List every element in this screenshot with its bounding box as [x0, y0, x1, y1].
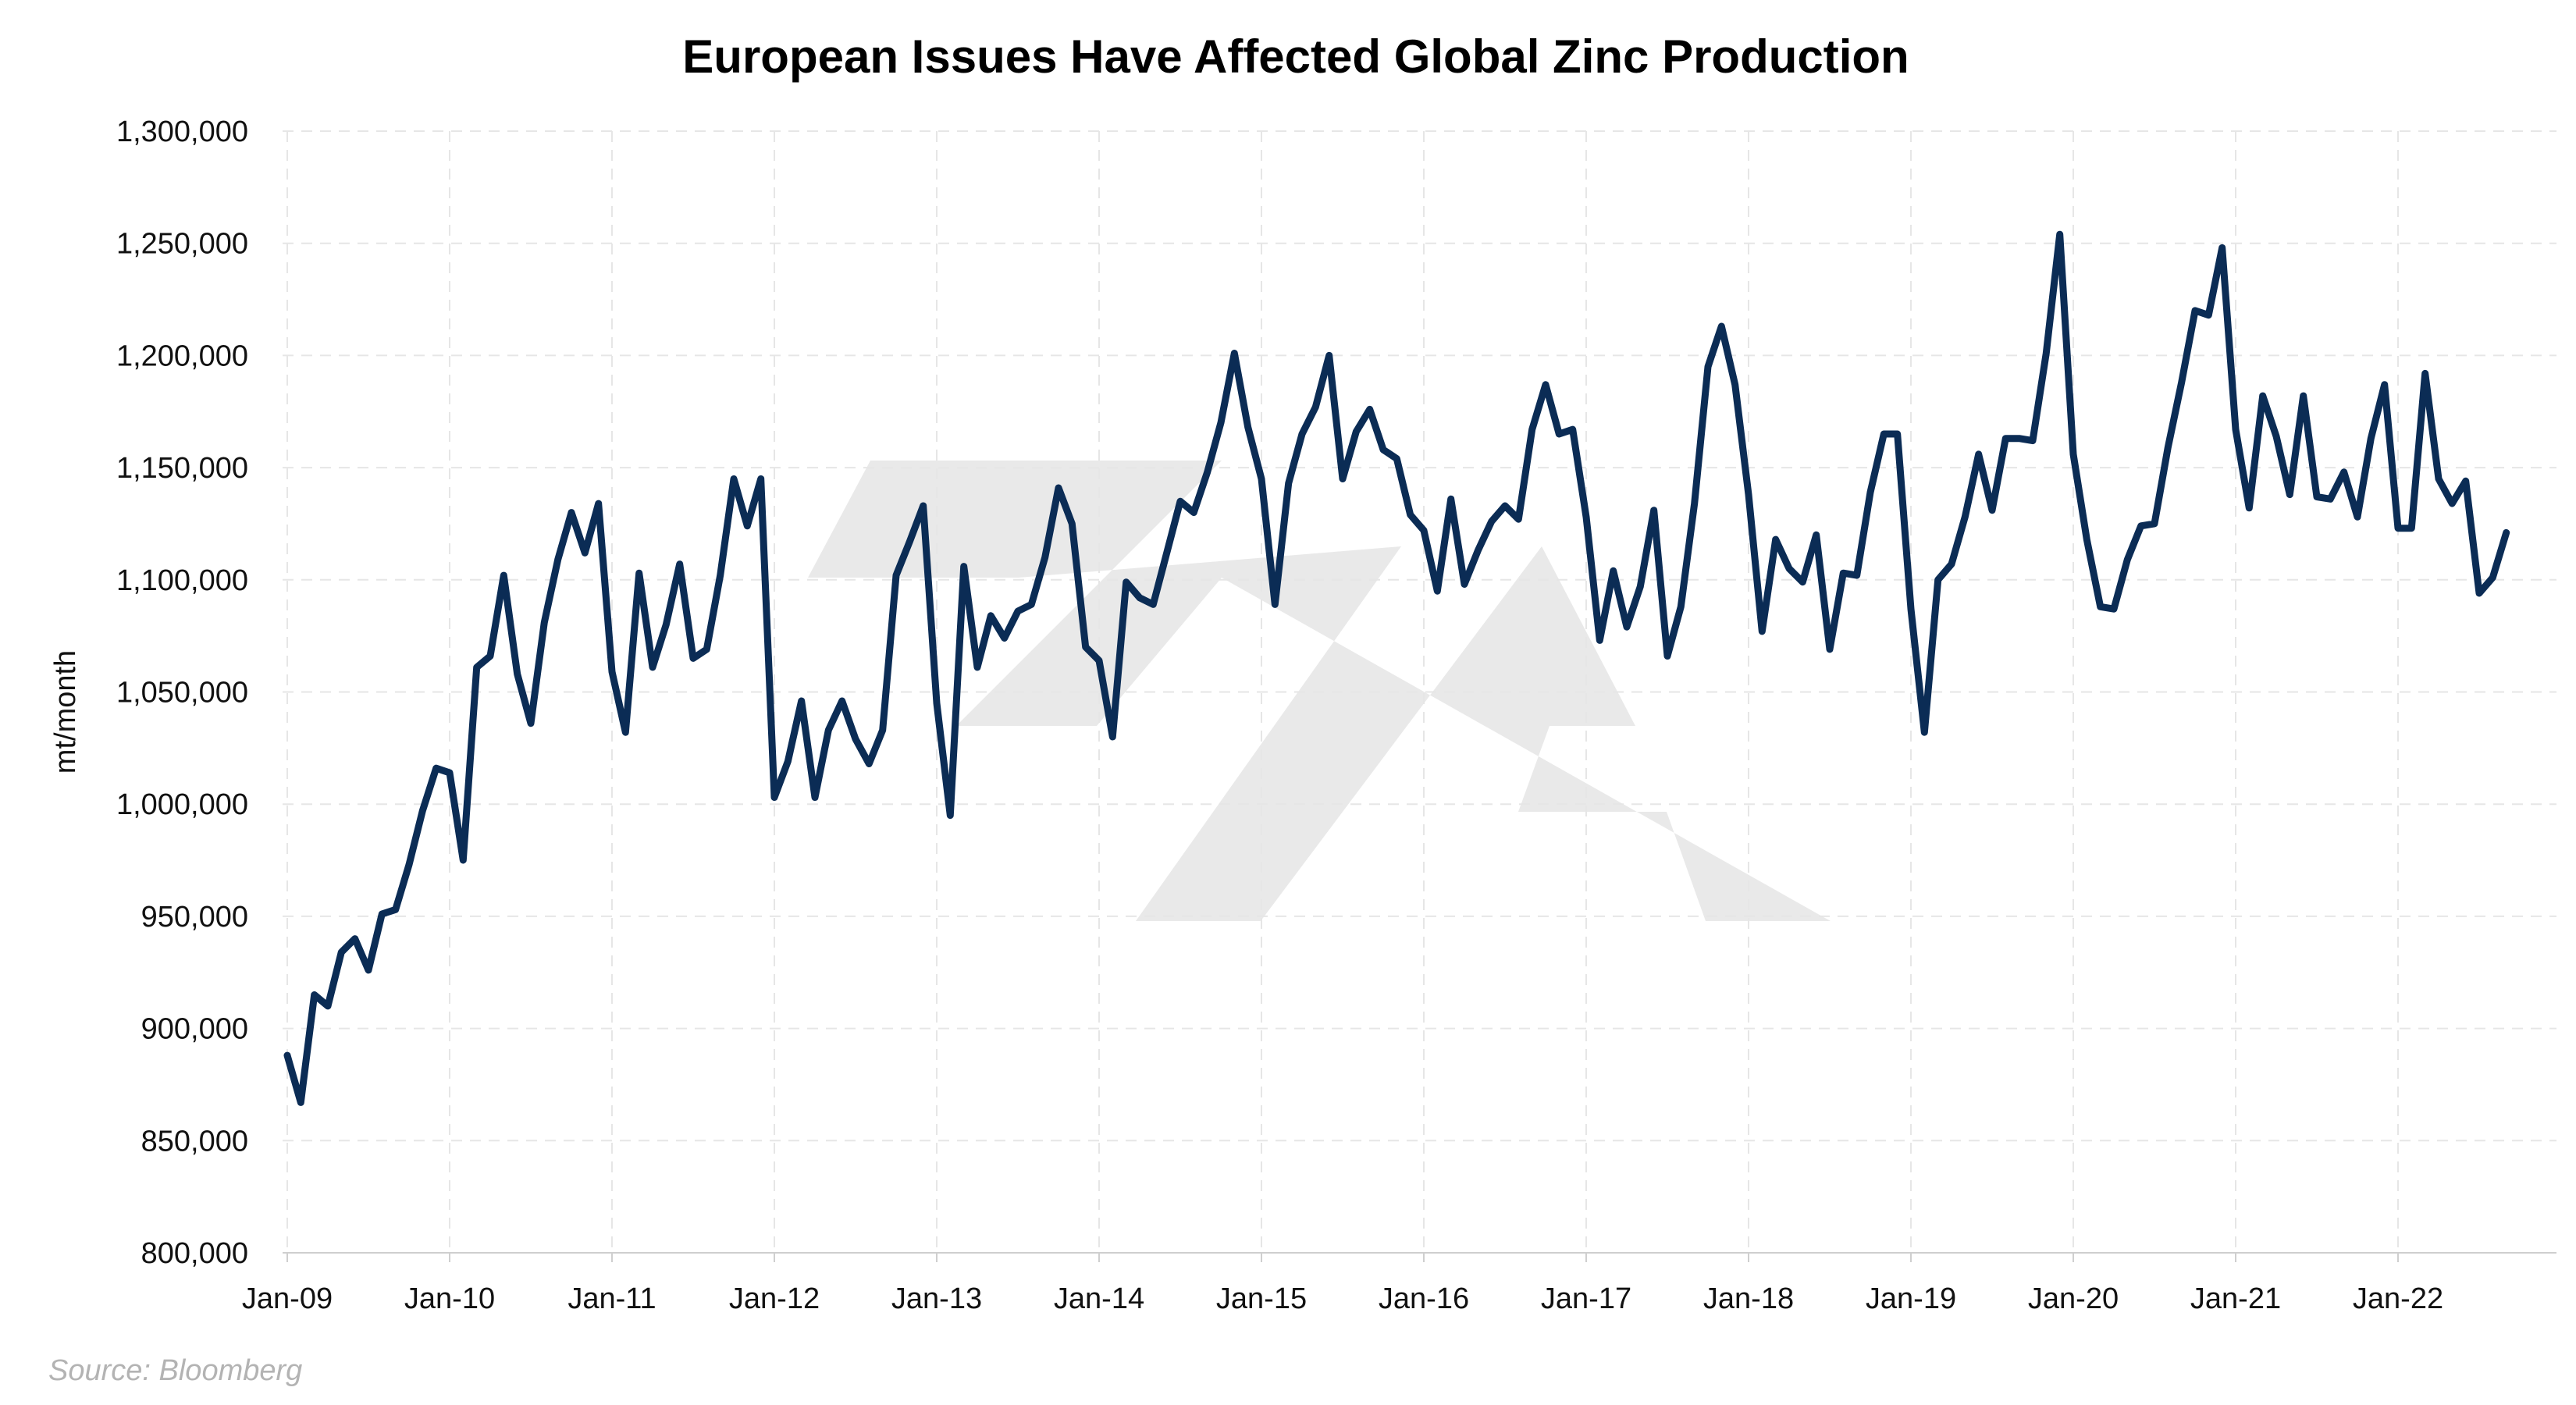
- x-tick-label: Jan-22: [2353, 1282, 2443, 1315]
- y-tick-label: 950,000: [141, 901, 248, 934]
- x-axis-ticks: Jan-09 Jan-10 Jan-11 Jan-12 Jan-13 Jan-14 Jan-…: [242, 1253, 2443, 1315]
- x-tick-label: Jan-11: [568, 1282, 656, 1315]
- x-tick-label: Jan-09: [242, 1282, 333, 1315]
- series-line: [283, 230, 2510, 1106]
- y-axis-ticks: 800,000 850,000 900,000 950,000 1,000,000 1,0…: [116, 116, 248, 1270]
- source-note: Source: Bloomberg: [48, 1354, 302, 1387]
- x-tick-label: Jan-10: [404, 1282, 495, 1315]
- y-tick-label: 1,000,000: [116, 788, 248, 821]
- x-tick-label: Jan-13: [891, 1282, 982, 1315]
- y-tick-label: 1,150,000: [116, 452, 248, 485]
- y-tick-label: 900,000: [141, 1013, 248, 1046]
- x-tick-label: Jan-21: [2190, 1282, 2281, 1315]
- y-tick-label: 1,050,000: [116, 677, 248, 710]
- y-tick-label: 1,200,000: [116, 340, 248, 372]
- y-axis-label: mt/month: [49, 650, 82, 774]
- y-tick-label: 1,300,000: [116, 116, 248, 148]
- chart-title: European Issues Have Affected Global Zin…: [682, 30, 1909, 83]
- x-tick-label: Jan-16: [1379, 1282, 1469, 1315]
- series-group: [283, 230, 2510, 1106]
- grid-lines: [283, 130, 2556, 1253]
- y-tick-label: 1,100,000: [116, 564, 248, 597]
- x-tick-label: Jan-17: [1541, 1282, 1631, 1315]
- y-tick-label: 1,250,000: [116, 228, 248, 261]
- x-tick-label: Jan-18: [1703, 1282, 1794, 1315]
- x-tick-label: Jan-20: [2028, 1282, 2119, 1315]
- watermark-logo: [808, 461, 1831, 921]
- x-tick-label: Jan-15: [1216, 1282, 1307, 1315]
- y-tick-label: 850,000: [141, 1125, 248, 1158]
- x-tick-label: Jan-12: [729, 1282, 820, 1315]
- x-tick-label: Jan-14: [1054, 1282, 1144, 1315]
- y-tick-label: 800,000: [141, 1237, 248, 1270]
- x-tick-label: Jan-19: [1866, 1282, 1956, 1315]
